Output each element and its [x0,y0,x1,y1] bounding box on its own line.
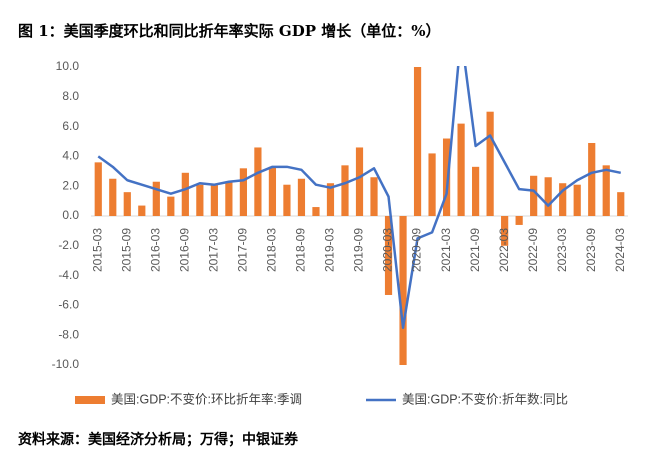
y-tick-label: 6.0 [62,119,79,133]
bar [472,166,480,216]
bar [326,183,335,216]
y-tick-label: -6.0 [58,298,79,312]
bar [297,178,306,216]
x-tick-label: 2017-03 [207,228,221,272]
y-tick-label: 2.0 [62,178,79,192]
plot [94,66,625,365]
y-tick-label: -4.0 [58,268,79,282]
bar [530,175,538,216]
y-tick-label: 0.0 [62,208,79,222]
bar [544,177,552,216]
bar [109,178,117,216]
line [97,66,621,329]
y-tick-label: 10.0 [56,59,80,73]
x-tick-label: 2024-03 [613,228,627,272]
bar [428,153,436,216]
bar [573,184,581,216]
bar [370,177,378,216]
bar [501,216,509,246]
y-tick-label: 8.0 [62,89,79,103]
bar [181,172,189,216]
bar [399,216,407,365]
bar [138,205,146,216]
legend-label: 美国:GDP:不变价:折年数:同比 [402,391,568,406]
x-tick-label: 2022-09 [526,228,540,272]
bar [559,183,567,216]
bar [341,165,349,216]
bar [210,184,218,216]
x-tick-label: 2018-03 [265,228,279,272]
bar [254,147,262,216]
x-tick-label: 2022-03 [497,228,511,272]
bar [457,123,465,216]
x-tick-label: 2023-09 [584,228,598,272]
x-tick-label: 2021-09 [468,228,482,272]
bar [239,168,247,216]
bar [617,192,625,216]
x-tick-label: 2023-03 [555,228,569,272]
bar [268,166,277,216]
bar [588,142,596,216]
source: 资料来源：美国经济分析局；万得；中银证券 [18,431,299,448]
x-tick-label: 2016-09 [178,228,192,272]
legend-label: 美国:GDP:不变价:环比折年率:季调 [111,391,302,406]
y-tick-label: -8.0 [58,327,79,341]
bar [152,181,160,216]
legend-swatch [75,396,105,404]
y-tick-label: -2.0 [58,238,79,252]
bar [312,207,320,216]
x-tick-label: 2020-03 [381,228,395,272]
x-tick-label: 2016-03 [148,228,162,272]
chart-title: 图 1：美国季度环比和同比折年率实际 GDP 增长（单位：%） [18,22,440,40]
x-tick-label: 2021-03 [439,228,453,272]
x-tick-label: 2020-09 [410,228,424,272]
bar [225,181,233,216]
x-tick-label: 2015-09 [119,228,133,272]
bar [196,184,204,216]
bar [167,196,175,216]
bar [602,165,610,216]
x-tick-label: 2019-09 [352,228,366,272]
x-tick-label: 2018-09 [294,228,308,272]
x-tick-label: 2015-03 [90,228,104,272]
bar [355,147,364,216]
x-tick-label: 2019-03 [323,228,337,272]
bar [442,138,451,216]
bar [384,216,393,295]
bar [94,162,102,216]
y-tick-label: 4.0 [62,149,79,163]
bar [413,67,422,216]
bar [283,184,291,216]
x-tick-label: 2017-09 [236,228,250,272]
y-tick-label: -10.0 [52,357,80,371]
bar [515,216,523,225]
bar [486,111,494,216]
bar [123,192,131,216]
